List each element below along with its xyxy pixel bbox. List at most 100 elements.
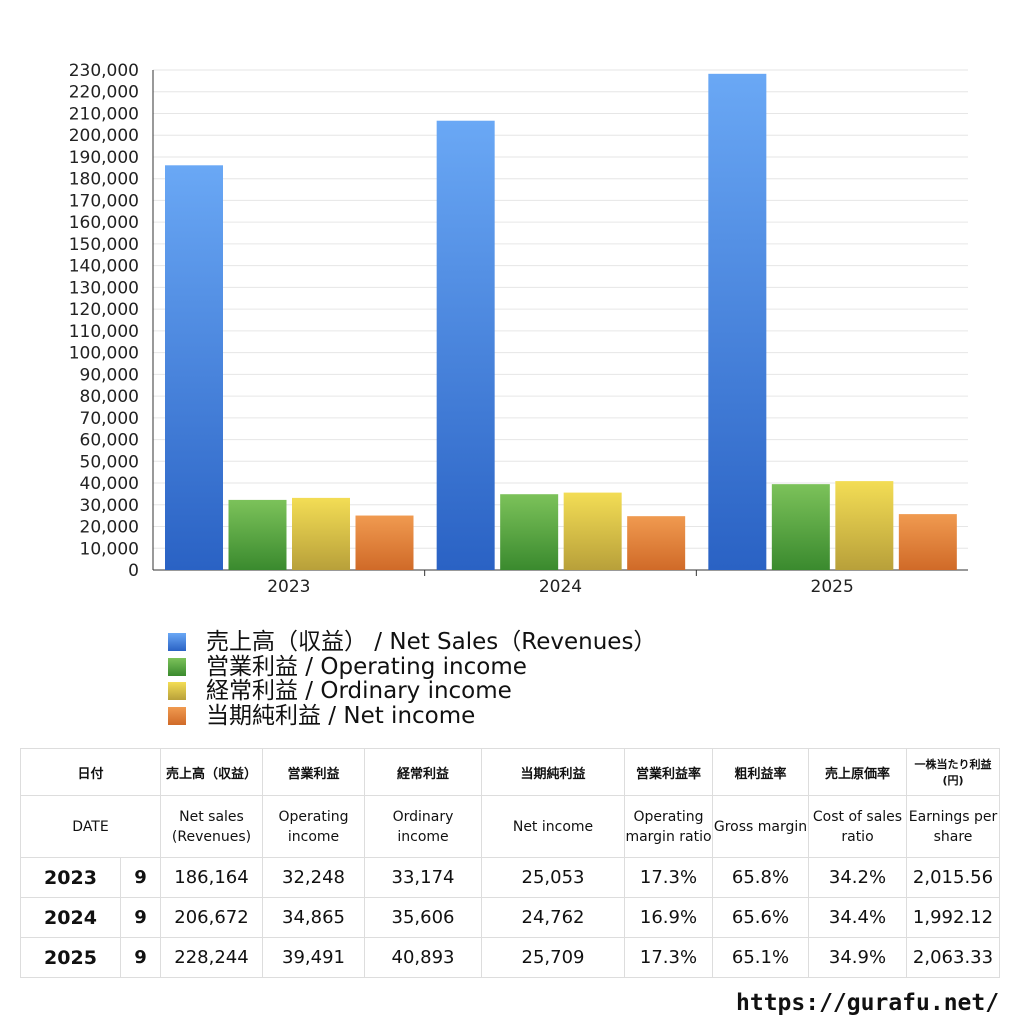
table-row: 2023 9 186,164 32,248 33,174 25,053 17.3% 65.8%… xyxy=(20,857,1000,898)
legend-swatch xyxy=(168,657,186,676)
legend-swatch xyxy=(168,633,186,652)
table-row: 2025 9 228,244 39,491 40,893 25,709 17.3% 65.1%… xyxy=(20,937,1000,978)
header-cell: Net sales (Revenues) xyxy=(160,795,263,858)
x-tick-label: 2025 xyxy=(811,577,854,597)
table-cell: 9 xyxy=(120,937,161,978)
header-cell: Cost of sales ratio xyxy=(808,795,907,858)
table-cell: 2,015.56 xyxy=(906,857,1000,898)
legend-item: 売上高（収益） / Net Sales（Revenues） xyxy=(168,630,656,655)
header-cell: 営業利益 xyxy=(262,748,365,796)
header-cell: 売上高（収益） xyxy=(160,748,263,796)
table-cell: 65.1% xyxy=(712,937,809,978)
legend-item: 営業利益 / Operating income xyxy=(168,653,656,680)
bar-2025-1 xyxy=(771,484,830,570)
table-cell: 34.9% xyxy=(808,937,907,978)
y-tick-label: 90,000 xyxy=(80,365,139,385)
financial-table: 日付 売上高（収益） 営業利益 経常利益 当期純利益 営業利益率 粗利益率 売上… xyxy=(20,748,1000,978)
table-row: 2024 9 206,672 34,865 35,606 24,762 16.9% 65.6%… xyxy=(20,897,1000,938)
table-cell: 16.9% xyxy=(624,897,713,938)
table-cell: 186,164 xyxy=(160,857,263,898)
y-tick-label: 170,000 xyxy=(69,191,139,211)
table-cell: 2,063.33 xyxy=(906,937,1000,978)
header-cell: 日付 xyxy=(20,748,161,796)
legend-label: 売上高（収益） / Net Sales（Revenues） xyxy=(206,629,657,655)
x-tick-label: 2023 xyxy=(267,577,310,597)
legend-label: 経常利益 / Ordinary income xyxy=(206,678,512,704)
x-tick-label: 2024 xyxy=(539,577,582,597)
table-cell: 17.3% xyxy=(624,937,713,978)
table-cell: 17.3% xyxy=(624,857,713,898)
table-cell: 34,865 xyxy=(262,897,365,938)
site-url[interactable]: https://gurafu.net/ xyxy=(736,990,1000,1016)
y-tick-label: 60,000 xyxy=(80,431,139,451)
table-cell: 33,174 xyxy=(364,857,482,898)
y-tick-label: 70,000 xyxy=(80,409,139,429)
y-tick-label: 100,000 xyxy=(69,344,139,364)
y-tick-label: 230,000 xyxy=(69,61,139,81)
table-cell: 65.6% xyxy=(712,897,809,938)
y-tick-label: 150,000 xyxy=(69,235,139,255)
table-cell: 228,244 xyxy=(160,937,263,978)
y-tick-label: 130,000 xyxy=(69,278,139,298)
table-cell: 40,893 xyxy=(364,937,482,978)
header-cell: 粗利益率 xyxy=(712,748,809,796)
legend-label: 当期純利益 / Net income xyxy=(206,702,476,729)
bar-2025-0 xyxy=(708,73,767,571)
header-cell: Ordinary income xyxy=(364,795,482,858)
header-cell: 一株当たり利益(円) xyxy=(906,748,1000,796)
bar-2025-3 xyxy=(898,514,957,570)
header-cell: 売上原価率 xyxy=(808,748,907,796)
y-tick-label: 20,000 xyxy=(80,518,139,538)
header-cell: Net income xyxy=(481,795,625,858)
header-cell: 当期純利益 xyxy=(481,748,625,796)
table-cell: 32,248 xyxy=(262,857,365,898)
y-tick-label: 200,000 xyxy=(69,126,139,146)
table-cell: 24,762 xyxy=(481,897,625,938)
table-cell: 206,672 xyxy=(160,897,263,938)
legend-item: 当期純利益 / Net income xyxy=(168,702,656,729)
table-cell: 65.8% xyxy=(712,857,809,898)
y-tick-label: 110,000 xyxy=(69,322,139,342)
header-cell: 経常利益 xyxy=(364,748,482,796)
bar-2024-0 xyxy=(436,120,495,570)
y-tick-label: 180,000 xyxy=(69,170,139,190)
y-tick-label: 50,000 xyxy=(80,452,139,472)
table-cell: 39,491 xyxy=(262,937,365,978)
bar-chart: 010,00020,00030,00040,00050,00060,00070,… xyxy=(69,61,968,597)
y-tick-label: 220,000 xyxy=(69,83,139,103)
y-tick-label: 30,000 xyxy=(80,496,139,516)
table-cell: 2024 xyxy=(20,897,121,938)
table-cell: 25,709 xyxy=(481,937,625,978)
header-cell: Earnings per share xyxy=(906,795,1000,858)
header-cell: Operating margin ratio xyxy=(624,795,713,858)
table-cell: 9 xyxy=(120,857,161,898)
legend-label: 営業利益 / Operating income xyxy=(206,653,527,680)
header-cell: DATE xyxy=(20,795,161,858)
y-tick-label: 80,000 xyxy=(80,387,139,407)
table-cell: 34.2% xyxy=(808,857,907,898)
y-tick-label: 190,000 xyxy=(69,148,139,168)
table-cell: 35,606 xyxy=(364,897,482,938)
y-tick-label: 40,000 xyxy=(80,474,139,494)
y-tick-label: 10,000 xyxy=(80,539,139,559)
y-tick-label: 120,000 xyxy=(69,300,139,320)
header-row-en: DATE Net sales (Revenues) Operating inco… xyxy=(20,795,1000,858)
y-tick-label: 0 xyxy=(128,561,139,581)
bar-2024-2 xyxy=(563,492,622,570)
y-tick-label: 140,000 xyxy=(69,257,139,277)
header-cell: Operating income xyxy=(262,795,365,858)
table-cell: 25,053 xyxy=(481,857,625,898)
table-cell: 1,992.12 xyxy=(906,897,1000,938)
bar-2024-1 xyxy=(500,494,559,570)
table-cell: 2025 xyxy=(20,937,121,978)
table-cell: 9 xyxy=(120,897,161,938)
y-tick-label: 160,000 xyxy=(69,213,139,233)
y-tick-label: 210,000 xyxy=(69,104,139,124)
legend-swatch xyxy=(168,682,186,701)
legend-swatch xyxy=(168,706,186,725)
header-row-jp: 日付 売上高（収益） 営業利益 経常利益 当期純利益 営業利益率 粗利益率 売上… xyxy=(20,748,1000,796)
bar-2025-2 xyxy=(835,481,894,570)
bar-2024-3 xyxy=(627,516,686,570)
legend: 売上高（収益） / Net Sales（Revenues） 営業利益 / Ope… xyxy=(168,630,656,728)
header-cell: 営業利益率 xyxy=(624,748,713,796)
